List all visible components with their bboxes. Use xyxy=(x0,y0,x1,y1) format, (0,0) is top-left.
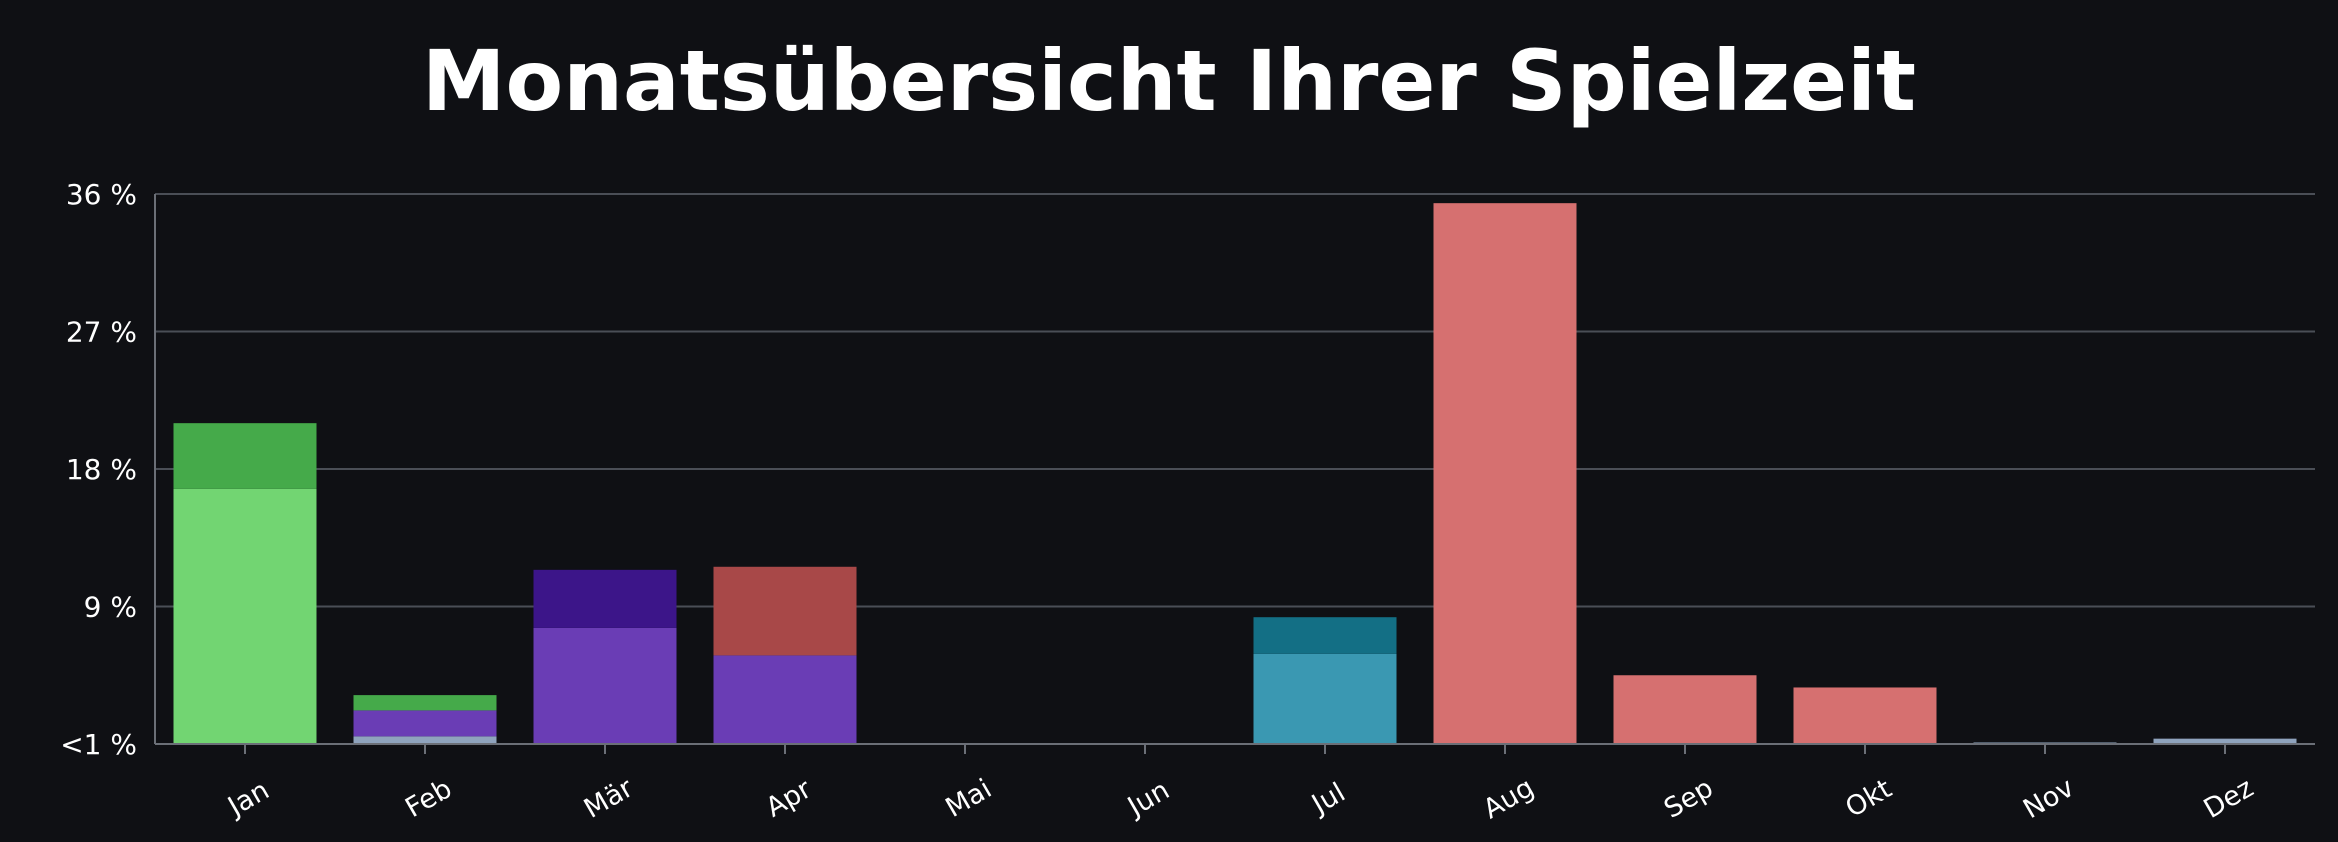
bar-segment-okt xyxy=(1793,687,1937,744)
x-tick-label: Sep xyxy=(1659,772,1719,824)
bar-segment-mär xyxy=(533,569,677,628)
bar-segment-jan xyxy=(173,423,317,489)
bar-segment-jul xyxy=(1253,653,1397,744)
x-tick-label: Mai xyxy=(940,773,997,824)
y-tick-label: 36 % xyxy=(66,178,137,211)
x-tick-label: Nov xyxy=(2018,772,2079,825)
bar-segment-apr xyxy=(713,566,857,656)
x-tick-label: Mär xyxy=(579,772,639,825)
y-tick-label: 18 % xyxy=(66,453,137,486)
bars-layer xyxy=(173,203,2297,744)
x-tick-label: Okt xyxy=(1840,773,1897,824)
bar-segment-dez xyxy=(2153,738,2297,744)
bar-segment-feb xyxy=(353,710,497,737)
y-tick-label: 9 % xyxy=(84,591,137,624)
bar-segment-feb xyxy=(353,695,497,711)
x-tick-label: Jul xyxy=(1305,777,1350,821)
x-tick-label: Jan xyxy=(221,775,274,824)
bar-segment-aug xyxy=(1433,203,1577,744)
x-tick-label: Dez xyxy=(2199,772,2259,825)
y-tick-label: 27 % xyxy=(66,316,137,349)
bar-segment-apr xyxy=(713,655,857,744)
bar-segment-jul xyxy=(1253,617,1397,654)
bar-segment-mär xyxy=(533,627,677,744)
y-tick-label: <1 % xyxy=(60,728,137,761)
x-tick-label: Jun xyxy=(1121,775,1175,824)
bar-segment-feb xyxy=(353,736,497,744)
bar-segment-sep xyxy=(1613,675,1757,744)
grid-layer xyxy=(155,193,2315,608)
x-tick-label: Feb xyxy=(400,773,457,824)
x-tick-label: Apr xyxy=(761,773,818,824)
x-tick-label: Aug xyxy=(1478,772,1539,825)
chart-title: Monatsübersicht Ihrer Spielzeit xyxy=(422,32,1916,130)
bar-segment-jan xyxy=(173,488,317,744)
